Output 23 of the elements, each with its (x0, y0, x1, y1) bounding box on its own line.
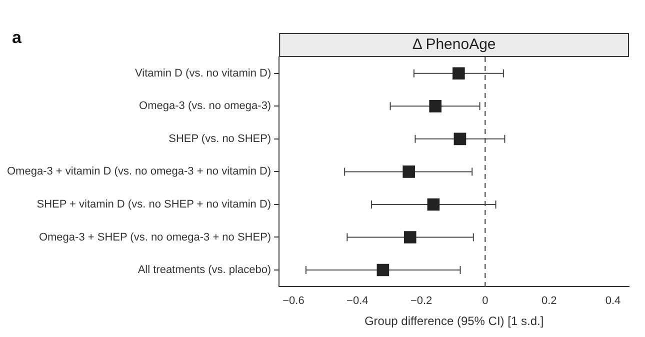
x-tick-label: −0.4 (346, 295, 368, 308)
y-tick-label: SHEP (vs. no SHEP) (168, 132, 272, 145)
y-tick-label: Omega-3 + vitamin D (vs. no omega-3 + no vitamin D) (6, 166, 272, 178)
point (452, 67, 465, 80)
x-tick-label: 0.2 (541, 295, 557, 308)
y-tick-label: Omega-3 + SHEP (vs. no omega-3 + no SHEP) (38, 231, 272, 244)
x-axis-title: Group difference (95% CI) [1 s.d.] (364, 314, 544, 328)
point (454, 132, 466, 146)
x-tick-label: −0.2 (410, 295, 432, 308)
point (376, 264, 390, 276)
point (427, 198, 440, 211)
x-tick-label: 0.4 (605, 295, 621, 308)
x-tick-label: 0 (482, 295, 488, 308)
chart-title: Δ PhenoAge (412, 36, 496, 54)
y-tick-label: SHEP + vitamin D (vs. no SHEP + no vitamin D) (36, 198, 272, 211)
point (404, 231, 416, 244)
y-tick-label: All treatments (vs. placebo) (138, 264, 272, 276)
y-tick-label: Vitamin D (vs. no vitamin D) (134, 67, 272, 80)
point (402, 166, 415, 178)
point (429, 100, 442, 112)
text: a (12, 28, 22, 48)
y-tick-label: Omega-3 (vs. no omega-3) (139, 100, 272, 112)
x-tick-label: −0.6 (282, 295, 304, 308)
